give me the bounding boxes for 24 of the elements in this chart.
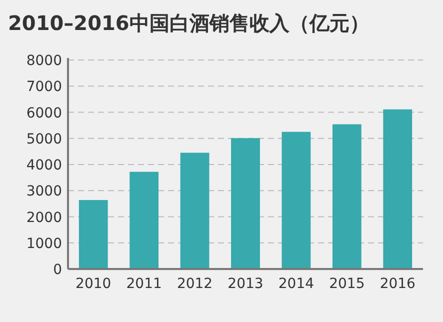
y-tick-label: 0: [53, 262, 62, 278]
x-tick-label: 2016: [380, 276, 416, 292]
bar: [130, 172, 159, 269]
y-tick-label: 6000: [26, 105, 62, 122]
bar: [332, 124, 362, 269]
y-tick-label: 4000: [26, 158, 62, 174]
x-tick-label: 2012: [176, 276, 213, 292]
y-tick-label: 8000: [26, 53, 62, 69]
bar: [231, 138, 260, 269]
chart-title: 2010–2016中国白酒销售收入（亿元）: [8, 11, 370, 35]
x-tick-label: 2010: [76, 276, 112, 292]
bar: [383, 109, 412, 269]
y-tick-label: 2000: [26, 210, 62, 226]
x-tick-label: 2014: [278, 276, 314, 292]
x-tick-label: 2013: [228, 276, 264, 292]
x-tick-label: 2011: [126, 276, 162, 292]
y-tick-label: 7000: [26, 79, 62, 96]
y-tick-label: 5000: [26, 131, 62, 148]
y-tick-label: 3000: [26, 184, 62, 200]
bar: [180, 152, 210, 269]
bar: [78, 200, 108, 269]
x-tick-label: 2015: [329, 276, 365, 292]
bar: [282, 132, 311, 269]
y-tick-label: 1000: [26, 236, 62, 252]
